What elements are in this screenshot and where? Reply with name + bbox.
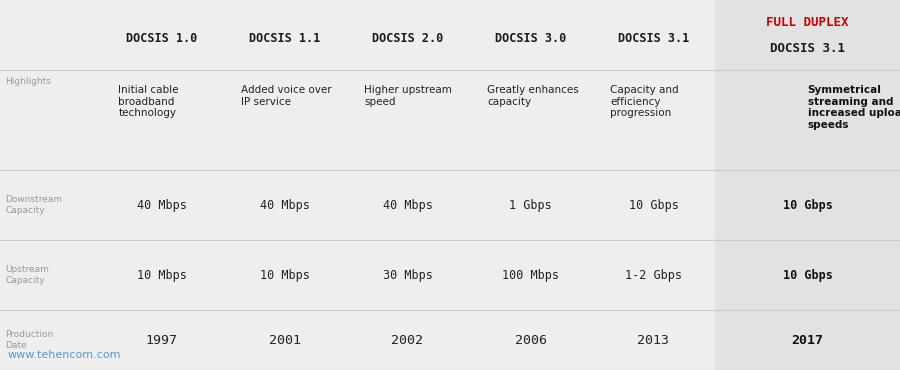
Text: 100 Mbps: 100 Mbps [502, 269, 559, 282]
Text: 2002: 2002 [392, 333, 424, 346]
Text: Higher upstream
speed: Higher upstream speed [364, 85, 453, 107]
Text: 10 Mbps: 10 Mbps [259, 269, 310, 282]
Text: 40 Mbps: 40 Mbps [137, 198, 186, 212]
Text: 2006: 2006 [515, 333, 546, 346]
Text: 1-2 Gbps: 1-2 Gbps [625, 269, 682, 282]
Text: DOCSIS 1.0: DOCSIS 1.0 [126, 31, 197, 44]
Text: Added voice over
IP service: Added voice over IP service [241, 85, 332, 107]
Text: 30 Mbps: 30 Mbps [382, 269, 432, 282]
Text: Initial cable
broadband
technology: Initial cable broadband technology [119, 85, 179, 118]
Text: Production
Date: Production Date [5, 330, 53, 350]
Text: 2013: 2013 [637, 333, 670, 346]
Text: 40 Mbps: 40 Mbps [382, 198, 432, 212]
Bar [715, 0, 900, 370]
Text: 10 Gbps: 10 Gbps [628, 198, 679, 212]
Text: Highlights: Highlights [5, 77, 51, 87]
Text: www.tehencom.com: www.tehencom.com [8, 350, 122, 360]
Text: 2017: 2017 [791, 333, 824, 346]
Text: 10 Gbps: 10 Gbps [783, 269, 832, 282]
Text: Downstream
Capacity: Downstream Capacity [5, 195, 62, 215]
Text: 40 Mbps: 40 Mbps [259, 198, 310, 212]
Text: Capacity and
efficiency
progression: Capacity and efficiency progression [610, 85, 680, 118]
Text: Greatly enhances
capacity: Greatly enhances capacity [488, 85, 580, 107]
Text: 2001: 2001 [268, 333, 301, 346]
Text: 10 Mbps: 10 Mbps [137, 269, 186, 282]
Text: 1997: 1997 [146, 333, 177, 346]
Text: Symmetrical
streaming and
increased upload
speeds: Symmetrical streaming and increased uplo… [807, 85, 900, 130]
Text: DOCSIS 1.1: DOCSIS 1.1 [249, 31, 320, 44]
Text: DOCSIS 3.0: DOCSIS 3.0 [495, 31, 566, 44]
Text: DOCSIS 2.0: DOCSIS 2.0 [372, 31, 443, 44]
Text: Upstream
Capacity: Upstream Capacity [5, 265, 49, 285]
Text: DOCSIS 3.1: DOCSIS 3.1 [618, 31, 689, 44]
Text: DOCSIS 3.1: DOCSIS 3.1 [770, 41, 845, 54]
Text: 10 Gbps: 10 Gbps [783, 198, 832, 212]
Text: 1 Gbps: 1 Gbps [509, 198, 552, 212]
Text: FULL DUPLEX: FULL DUPLEX [766, 16, 849, 28]
